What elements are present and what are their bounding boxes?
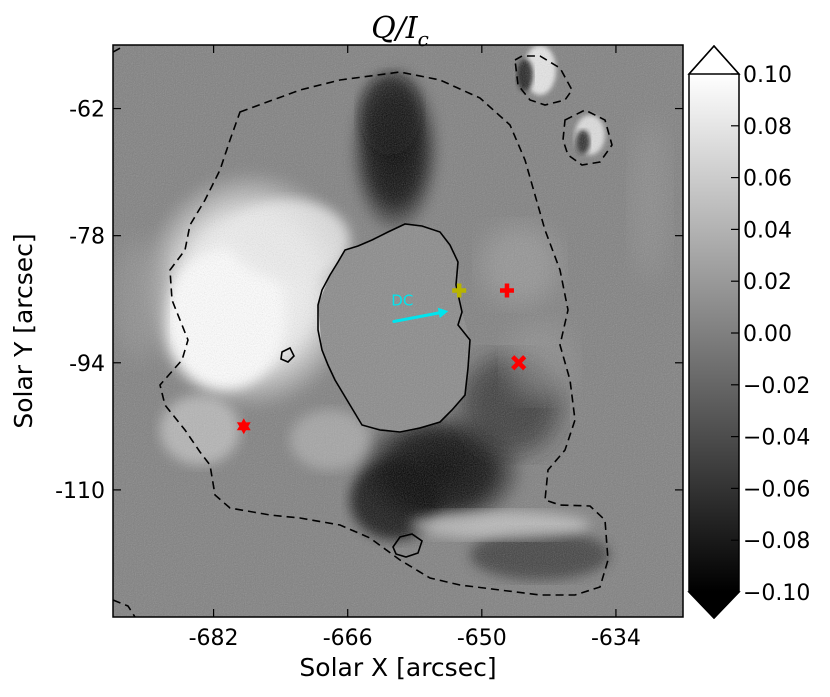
- colorbar-tick-label: −0.10: [743, 581, 810, 606]
- colorbar-tick-label: 0.00: [743, 322, 792, 347]
- x-tick-label: -650: [457, 626, 507, 651]
- dc-label: DC: [391, 292, 413, 310]
- chart-title-subscript: c: [418, 27, 429, 51]
- y-tick-label: -94: [69, 352, 105, 377]
- dc-arrow-head: [437, 307, 449, 319]
- plus-marker: [452, 283, 467, 298]
- y-axis-label: Solar Y [arcsec]: [9, 233, 38, 428]
- x-tick-label: -634: [591, 626, 641, 651]
- colorbar-tick-label: −0.02: [743, 374, 810, 399]
- chart-title: Q/Ic: [371, 11, 429, 51]
- y-tick-label: -110: [55, 479, 105, 504]
- y-tick-label: -78: [69, 225, 105, 250]
- colorbar-tick-label: 0.04: [743, 218, 792, 243]
- penumbra-contour: [113, 45, 613, 617]
- y-tick-label: -62: [69, 98, 105, 123]
- pore-contour-bottom: [392, 533, 423, 558]
- colorbar-tick-label: −0.04: [743, 426, 810, 451]
- x-tick-label: -666: [323, 626, 373, 651]
- plot-frame: [112, 44, 684, 618]
- y-axis: -62 -78 -94 -110: [55, 98, 683, 504]
- chart-title-main: Q/I: [371, 11, 419, 46]
- colorbar-tick-label: −0.08: [743, 529, 810, 554]
- pore-contour-left: [280, 346, 295, 363]
- colorbar-tick-label: 0.06: [743, 167, 792, 192]
- colorbar-extend-max: [687, 44, 741, 75]
- colorbar-tick-label: 0.02: [743, 270, 792, 295]
- umbra-contour: [317, 223, 471, 433]
- colorbar: 0.10 0.08 0.06 0.04 0.02 0.00 −0.02 −0.04 −0.06 −…: [687, 44, 810, 620]
- plus-marker: [499, 283, 514, 298]
- colorbar-ticks: 0.10 0.08 0.06 0.04 0.02 0.00 −0.02 −0.04 −0.06 −…: [731, 63, 810, 606]
- heatmap-image: [113, 45, 683, 617]
- dc-arrow: [392, 311, 442, 323]
- star-marker: [236, 418, 251, 435]
- colorbar-gradient: [689, 74, 739, 592]
- contours: [113, 45, 613, 617]
- colorbar-tick-label: −0.06: [743, 477, 810, 502]
- direction-annotation: DC: [391, 292, 449, 323]
- x-marker: [511, 355, 527, 371]
- x-axis: -682 -666 -650 -634: [189, 45, 641, 651]
- colorbar-tick-label: 0.10: [743, 63, 792, 88]
- colorbar-tick-label: 0.08: [743, 115, 792, 140]
- marker-layer: [236, 283, 527, 435]
- x-axis-label: Solar X [arcsec]: [299, 653, 496, 682]
- colorbar-extend-min: [687, 591, 741, 620]
- x-tick-label: -682: [189, 626, 239, 651]
